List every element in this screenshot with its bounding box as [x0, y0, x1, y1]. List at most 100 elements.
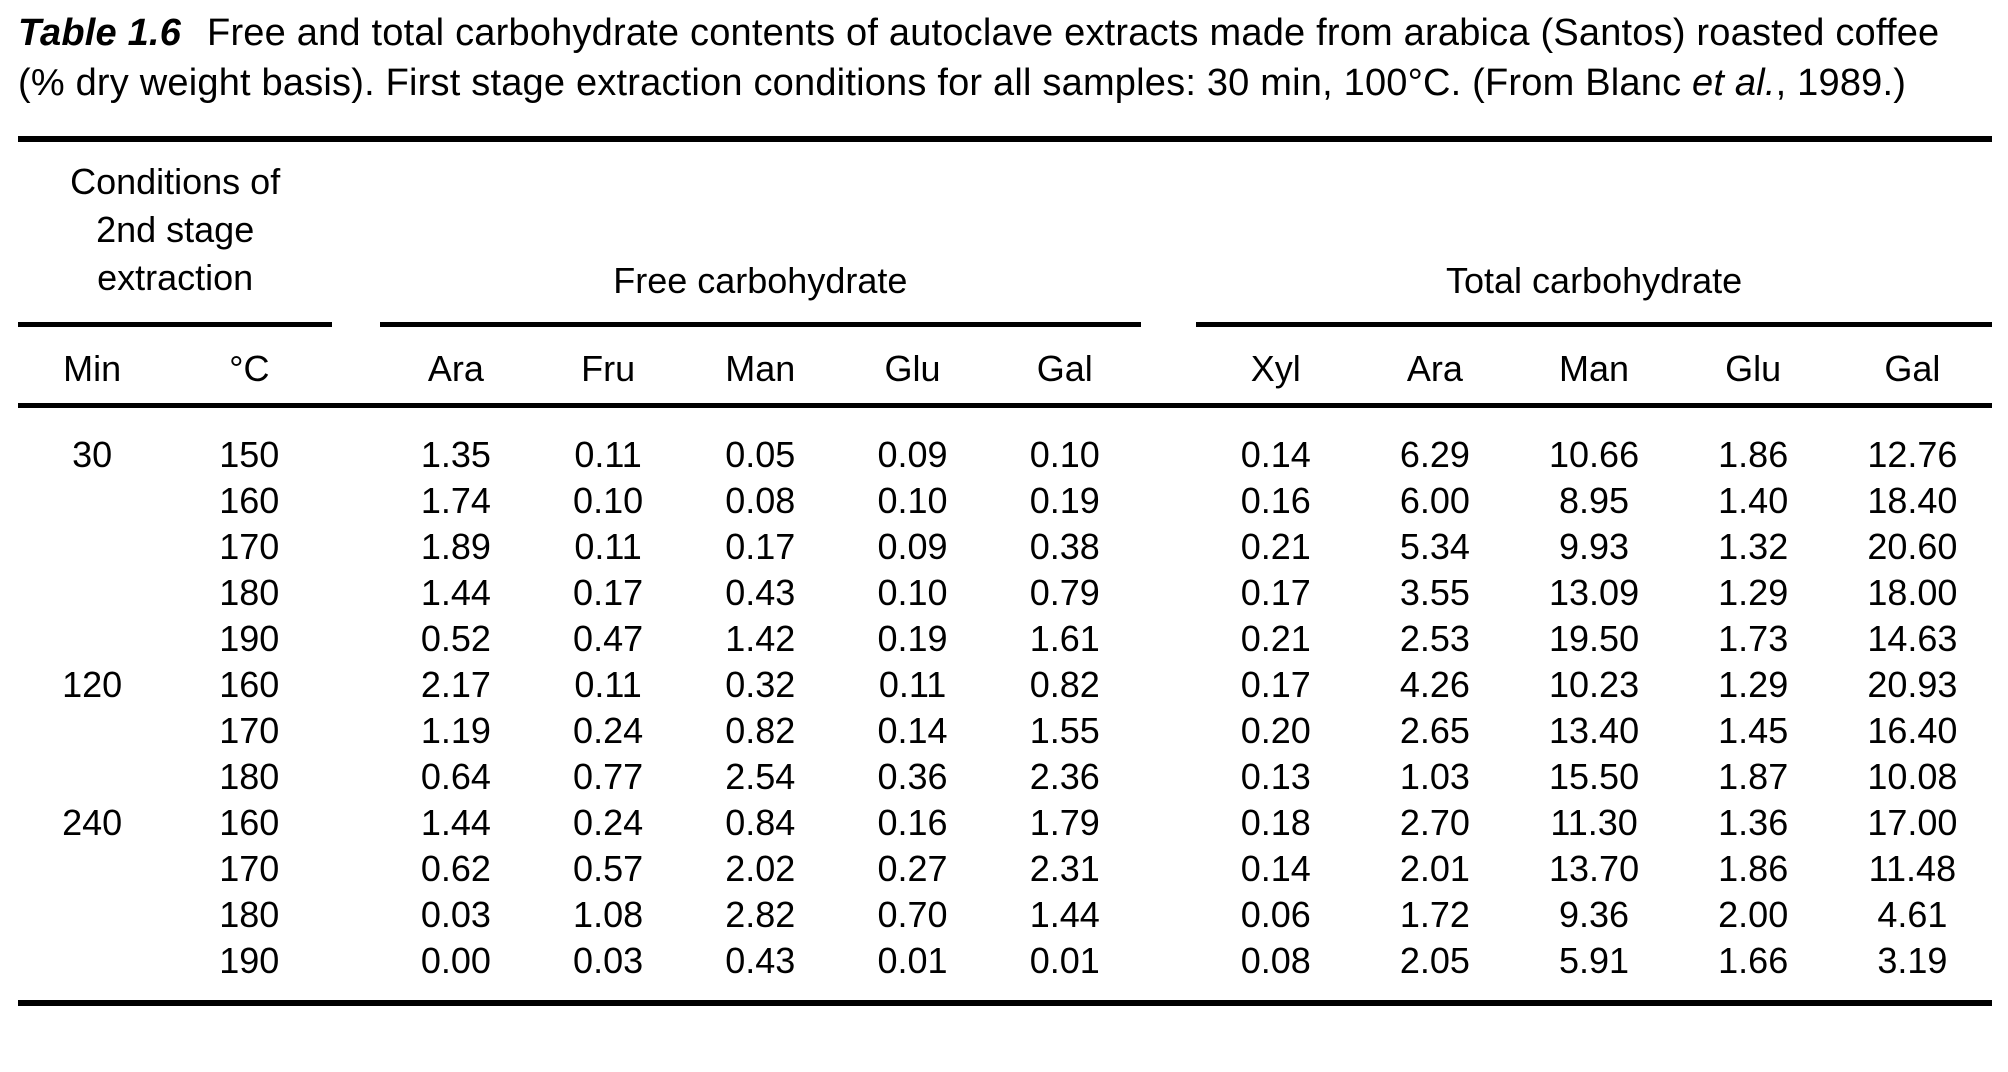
table-cell: 240 [62, 802, 123, 843]
group-header-free: Free carbohydrate [379, 139, 1141, 327]
table-cell: 0.14 [1240, 848, 1311, 889]
table-cell: 0.47 [573, 618, 644, 659]
table-cell [18, 846, 166, 892]
table-cell: 4.61 [1877, 894, 1948, 935]
table-cell: 0.77 [573, 756, 644, 797]
table-cell: 0.70 [877, 894, 948, 935]
table-cell: 10.08 [1867, 756, 1958, 797]
table-cell: 2.54 [725, 756, 796, 797]
table-cell: 2.01 [1399, 848, 1470, 889]
column-header-total-xyl: Xyl [1196, 324, 1356, 408]
table-cell: 0.00 [420, 940, 491, 981]
table-cell: 0.52 [420, 618, 491, 659]
table-cell [18, 616, 166, 662]
column-header-free-fru: Fru [531, 324, 685, 408]
table-row: 180 0.64 0.77 2.54 0.36 2.36 0.13 1.03 15.50 1.87… [18, 754, 1992, 800]
table-cell: 0.01 [877, 940, 948, 981]
table-cell: 1.72 [1399, 894, 1470, 935]
table-cell: 0.11 [574, 434, 642, 475]
table-cell: 0.24 [573, 802, 644, 843]
table-cell: 0.36 [877, 756, 948, 797]
table-cell: 0.84 [725, 802, 796, 843]
table-cell: 0.14 [877, 710, 948, 751]
table-cell: 1.79 [1029, 802, 1100, 843]
table-row: 180 0.03 1.08 2.82 0.70 1.44 0.06 1.72 9.36 2.00 4… [18, 892, 1992, 938]
table-cell: 0.19 [1029, 480, 1100, 521]
table-cell: 1.08 [573, 894, 644, 935]
column-gap [332, 754, 379, 800]
table-cell: 19.50 [1549, 618, 1640, 659]
table-cell: 0.18 [1240, 802, 1311, 843]
table-cell: 2.70 [1399, 802, 1470, 843]
column-header-total-ara: Ara [1355, 324, 1515, 408]
table-cell: 1.29 [1718, 664, 1789, 705]
table-cell [18, 708, 166, 754]
caption-text-end: , 1989.) [1775, 62, 1907, 104]
table-cell: 5.91 [1559, 940, 1630, 981]
table-cell: 0.79 [1029, 572, 1100, 613]
column-gap [1141, 524, 1196, 570]
table-cell: 150 [219, 434, 280, 475]
column-gap [332, 846, 379, 892]
table-caption: Table 1.6 Free and total carbohydrate con… [18, 8, 1992, 108]
table-cell: 0.62 [420, 848, 491, 889]
table-row: 120 160 2.17 0.11 0.32 0.11 0.82 0.17 4.26 10.23 1… [18, 662, 1992, 708]
table-row: 30 150 1.35 0.11 0.05 0.09 0.10 0.14 6.29 10.66 1.… [18, 406, 1992, 479]
table-cell: 1.40 [1718, 480, 1789, 521]
table-cell: 13.09 [1549, 572, 1640, 613]
table-cell: 0.10 [573, 480, 644, 521]
column-header-total-gal: Gal [1832, 324, 1992, 408]
column-gap [332, 800, 379, 846]
column-gap [1141, 938, 1196, 1003]
column-gap [332, 324, 380, 408]
table-cell: 2.82 [725, 894, 796, 935]
column-gap [332, 938, 379, 1003]
table-cell: 180 [219, 894, 280, 935]
column-header-total-glu: Glu [1673, 324, 1833, 408]
table-cell: 20.93 [1867, 664, 1958, 705]
column-gap [1141, 800, 1196, 846]
group-header-total: Total carbohydrate [1196, 139, 1992, 327]
table-cell: 5.34 [1399, 526, 1470, 567]
table-cell: 0.11 [574, 526, 642, 567]
table-cell: 2.00 [1718, 894, 1789, 935]
table-cell: 10.23 [1549, 664, 1640, 705]
table-cell: 12.76 [1867, 434, 1958, 475]
column-gap [332, 478, 379, 524]
table-cell: 0.57 [573, 848, 644, 889]
table-cell: 0.21 [1240, 526, 1311, 567]
table-cell: 16.40 [1867, 710, 1958, 751]
table-cell: 0.17 [1240, 572, 1311, 613]
table-cell [18, 524, 166, 570]
table-cell: 0.03 [573, 940, 644, 981]
table-cell: 1.32 [1718, 526, 1789, 567]
table-cell: 1.42 [725, 618, 796, 659]
table-cell: 0.11 [574, 664, 642, 705]
column-gap [1141, 616, 1196, 662]
table-cell: 1.61 [1029, 618, 1100, 659]
table-cell: 1.55 [1029, 710, 1100, 751]
table-cell: 0.43 [725, 940, 796, 981]
table-cell: 0.32 [725, 664, 796, 705]
table-cell: 2.17 [420, 664, 491, 705]
table-cell: 14.63 [1867, 618, 1958, 659]
column-gap [332, 662, 379, 708]
table-cell: 0.27 [877, 848, 948, 889]
table-cell: 160 [219, 664, 280, 705]
column-header-free-ara: Ara [379, 324, 532, 408]
group-header-conditions-label: Conditions of 2nd stage extraction [70, 161, 281, 298]
column-gap [1141, 570, 1196, 616]
table-cell: 0.09 [877, 526, 948, 567]
column-gap [1141, 708, 1196, 754]
table-cell: 0.14 [1240, 434, 1311, 475]
caption-text: Free and total carbohydrate contents of … [18, 12, 1940, 104]
table-cell: 170 [219, 710, 280, 751]
table-cell: 0.06 [1240, 894, 1311, 935]
table-cell: 1.45 [1718, 710, 1789, 751]
column-gap [332, 524, 379, 570]
table-cell: 190 [219, 940, 280, 981]
table-cell: 4.26 [1399, 664, 1470, 705]
column-gap [332, 708, 379, 754]
table-cell: 1.29 [1718, 572, 1789, 613]
table-cell: 0.82 [1029, 664, 1100, 705]
